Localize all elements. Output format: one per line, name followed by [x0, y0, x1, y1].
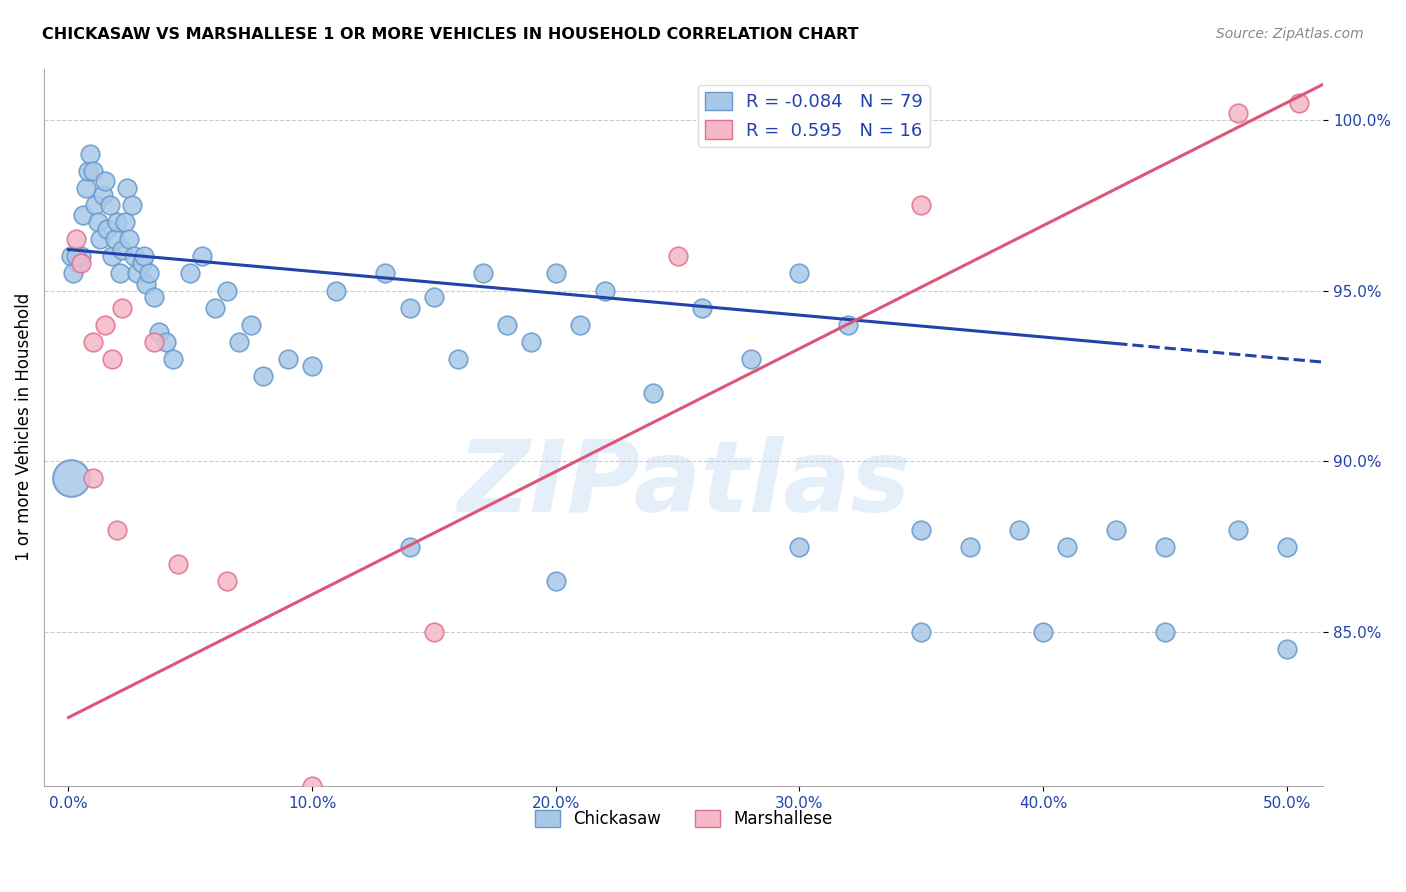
Point: [86, 215, 108, 229]
Point: [98, 198, 121, 212]
Point: [1288, 95, 1310, 110]
Point: [1154, 625, 1177, 640]
Point: [910, 523, 932, 537]
Point: [910, 625, 932, 640]
Point: [82, 471, 104, 485]
Point: [104, 232, 127, 246]
Point: [1227, 106, 1250, 120]
Point: [1154, 540, 1177, 554]
Point: [65, 232, 87, 246]
Point: [162, 351, 184, 366]
Point: [65, 249, 87, 263]
Point: [569, 318, 592, 332]
Point: [94, 318, 117, 332]
Point: [1227, 523, 1250, 537]
Point: [191, 249, 214, 263]
Point: [277, 351, 299, 366]
Point: [142, 290, 165, 304]
Point: [114, 215, 136, 229]
Point: [118, 232, 141, 246]
Point: [79, 147, 101, 161]
Point: [910, 198, 932, 212]
Point: [544, 267, 567, 281]
Point: [111, 301, 134, 315]
Point: [593, 284, 616, 298]
Point: [1275, 540, 1298, 554]
Point: [69, 249, 91, 263]
Point: [666, 249, 689, 263]
Point: [101, 249, 124, 263]
Point: [1008, 523, 1031, 537]
Point: [423, 625, 446, 640]
Point: [520, 334, 543, 349]
Point: [138, 267, 160, 281]
Point: [142, 334, 165, 349]
Text: ZIPatlas: ZIPatlas: [457, 436, 910, 533]
Point: [1032, 625, 1054, 640]
Point: [111, 243, 134, 257]
Text: CHICKASAW VS MARSHALLESE 1 OR MORE VEHICLES IN HOUSEHOLD CORRELATION CHART: CHICKASAW VS MARSHALLESE 1 OR MORE VEHIC…: [42, 27, 859, 42]
Point: [496, 318, 519, 332]
Point: [122, 249, 145, 263]
Point: [740, 351, 762, 366]
Point: [837, 318, 859, 332]
Point: [1056, 540, 1078, 554]
Point: [121, 198, 143, 212]
Point: [167, 557, 190, 571]
Point: [1275, 642, 1298, 657]
Point: [544, 574, 567, 588]
Point: [96, 222, 118, 236]
Point: [155, 334, 177, 349]
Point: [204, 301, 226, 315]
Point: [72, 208, 94, 222]
Point: [252, 368, 274, 383]
Point: [132, 249, 155, 263]
Y-axis label: 1 or more Vehicles in Household: 1 or more Vehicles in Household: [15, 293, 32, 561]
Point: [325, 284, 347, 298]
Point: [75, 181, 97, 195]
Point: [105, 215, 128, 229]
Point: [228, 334, 250, 349]
Point: [398, 540, 420, 554]
Point: [301, 359, 323, 373]
Point: [131, 256, 153, 270]
Point: [215, 284, 238, 298]
Point: [789, 540, 811, 554]
Point: [94, 174, 117, 188]
Point: [105, 523, 128, 537]
Point: [215, 574, 238, 588]
Point: [59, 471, 82, 485]
Point: [690, 301, 713, 315]
Point: [959, 540, 981, 554]
Point: [398, 301, 420, 315]
Point: [374, 267, 396, 281]
Point: [423, 290, 446, 304]
Point: [789, 267, 811, 281]
Point: [89, 232, 111, 246]
Point: [643, 386, 665, 401]
Point: [82, 164, 104, 178]
Point: [62, 267, 84, 281]
Point: [1105, 523, 1128, 537]
Point: [82, 334, 104, 349]
Point: [301, 779, 323, 793]
Point: [69, 256, 91, 270]
Point: [91, 187, 114, 202]
Point: [471, 267, 494, 281]
Point: [115, 181, 138, 195]
Point: [135, 277, 157, 291]
Point: [179, 267, 201, 281]
Text: Source: ZipAtlas.com: Source: ZipAtlas.com: [1216, 27, 1364, 41]
Point: [240, 318, 263, 332]
Point: [447, 351, 470, 366]
Point: [59, 249, 82, 263]
Point: [101, 351, 124, 366]
Point: [108, 267, 131, 281]
Point: [84, 198, 107, 212]
Point: [67, 256, 90, 270]
Legend: Chickasaw, Marshallese: Chickasaw, Marshallese: [529, 804, 839, 835]
Point: [77, 164, 100, 178]
Point: [148, 325, 170, 339]
Point: [125, 267, 148, 281]
